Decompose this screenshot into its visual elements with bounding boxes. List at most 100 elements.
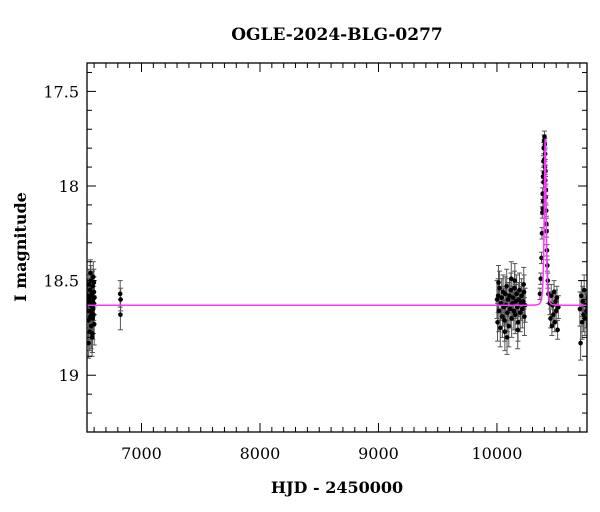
x-axis-label: HJD - 2450000 (271, 478, 403, 497)
y-tick-label: 19 (59, 366, 79, 385)
data-point (87, 340, 91, 346)
data-point (521, 282, 527, 287)
data-point (552, 319, 558, 325)
data-point (548, 316, 553, 321)
data-point (502, 291, 508, 297)
data-point (502, 329, 508, 335)
data-point (512, 285, 517, 291)
data-point (578, 340, 583, 346)
y-axis-label: I magnitude (11, 192, 30, 302)
data-point (520, 299, 526, 304)
data-point (90, 274, 96, 280)
x-tick-label: 9000 (358, 444, 399, 463)
data-point (500, 314, 505, 319)
data-point (520, 306, 525, 312)
data-point (506, 323, 512, 329)
data-point (538, 276, 544, 282)
data-point (540, 210, 545, 215)
data-point (505, 310, 510, 316)
data-point (539, 255, 544, 261)
data-point (581, 287, 587, 293)
data-point (553, 308, 559, 314)
data-point (92, 295, 97, 300)
y-tick-label: 17.5 (43, 82, 79, 101)
data-point (497, 285, 502, 291)
data-point (517, 310, 523, 316)
x-tick-label: 8000 (240, 444, 281, 463)
data-point (583, 308, 587, 314)
data-point (507, 293, 512, 299)
data-point (495, 293, 501, 299)
data-point (87, 282, 92, 287)
data-point (90, 306, 96, 312)
data-point (581, 312, 586, 317)
plot-area (87, 130, 587, 361)
data-point (511, 308, 517, 314)
data-point (91, 321, 97, 327)
data-point (555, 327, 560, 333)
data-point (509, 316, 514, 321)
data-point (504, 283, 509, 289)
data-point (542, 134, 547, 140)
data-point (508, 287, 514, 293)
data-point (87, 318, 91, 323)
data-point (91, 312, 96, 317)
data-point (580, 299, 586, 304)
data-point (90, 283, 95, 289)
data-point (91, 289, 97, 295)
data-point (510, 295, 516, 300)
data-point (88, 270, 93, 276)
data-point (579, 319, 585, 325)
data-point (496, 308, 502, 314)
data-point (496, 280, 501, 285)
data-point (579, 293, 584, 299)
data-point (117, 291, 123, 297)
data-point (516, 297, 522, 302)
data-point (507, 306, 513, 312)
data-point (89, 335, 95, 340)
data-point (521, 289, 527, 295)
data-point (91, 280, 97, 285)
data-point (537, 291, 543, 297)
data-point (494, 297, 500, 302)
data-point (497, 325, 503, 331)
data-point (551, 289, 557, 295)
x-tick-label: 7000 (121, 444, 162, 463)
data-point (515, 327, 520, 333)
data-point (515, 319, 521, 325)
data-point (499, 295, 504, 300)
chart-title: OGLE-2024-BLG-0277 (231, 25, 443, 45)
x-tick-label: 10000 (471, 444, 522, 463)
data-point (539, 231, 545, 236)
data-point (87, 287, 93, 293)
data-point (118, 297, 123, 302)
data-point (551, 312, 556, 317)
data-point (505, 297, 511, 302)
data-point (512, 278, 518, 283)
model-curve (87, 138, 587, 306)
y-tick-label: 18.5 (43, 272, 79, 291)
data-point (502, 318, 507, 323)
data-point (495, 319, 500, 325)
data-point (519, 293, 524, 299)
data-point (512, 312, 518, 317)
data-point (548, 293, 554, 299)
data-point (90, 316, 96, 321)
data-point (514, 291, 519, 297)
data-point (517, 287, 522, 293)
data-point (88, 293, 94, 299)
data-point (549, 323, 555, 329)
data-point (508, 276, 514, 282)
data-point (118, 312, 123, 317)
data-point (90, 331, 95, 336)
y-tick-label: 18 (59, 177, 79, 196)
data-point (556, 304, 561, 310)
axis-ticks: 7000 8000 9000 10000 17.5 18 18.5 19 (43, 63, 587, 463)
plot-clipped-group (87, 130, 587, 361)
data-point (554, 295, 560, 300)
data-point (553, 299, 558, 304)
data-point (577, 306, 583, 312)
data-point (522, 314, 527, 319)
